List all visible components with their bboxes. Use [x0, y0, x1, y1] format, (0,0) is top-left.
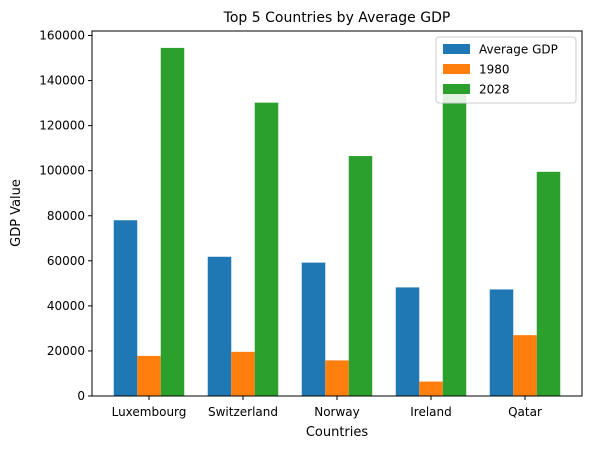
bar-1980-norway — [325, 360, 349, 396]
y-tick-label: 0 — [77, 389, 85, 403]
bar-2028-luxembourg — [160, 47, 185, 397]
bar-average-gdp-qatar — [489, 289, 514, 396]
legend: Average GDP 1980 2028 — [435, 36, 577, 104]
y-tick-label: 160000 — [39, 29, 85, 43]
y-tick-label: 140000 — [39, 74, 85, 88]
x-tick-label: Ireland — [410, 405, 452, 419]
x-axis: Luxembourg Switzerland Norway Ireland Qatar — [112, 396, 542, 419]
y-tick-label: 40000 — [47, 299, 85, 313]
legend-label: 1980 — [479, 63, 510, 77]
x-axis-label: Countries — [306, 425, 369, 440]
bar-average-gdp-norway — [301, 262, 326, 396]
bar-2028-switzerland — [254, 102, 279, 397]
bar-average-gdp-luxembourg — [113, 220, 138, 396]
legend-label: 2028 — [479, 83, 510, 97]
legend-swatch — [443, 44, 470, 54]
y-tick-label: 20000 — [47, 344, 85, 358]
legend-box — [435, 36, 577, 104]
bars-layer — [113, 47, 561, 397]
bar-2028-ireland — [442, 88, 467, 396]
x-tick-label: Luxembourg — [112, 405, 187, 419]
legend-swatch — [443, 64, 470, 74]
x-tick-label: Norway — [314, 405, 360, 419]
chart-title: Top 5 Countries by Average GDP — [223, 10, 451, 26]
bar-1980-luxembourg — [137, 355, 161, 396]
x-tick-label: Qatar — [508, 405, 542, 419]
bar-2028-qatar — [536, 171, 561, 396]
legend-label: Average GDP — [479, 43, 558, 57]
y-tick-label: 80000 — [47, 209, 85, 223]
bar-1980-switzerland — [231, 351, 255, 396]
bar-1980-ireland — [419, 381, 443, 396]
legend-swatch — [443, 84, 470, 94]
bar-average-gdp-switzerland — [207, 256, 232, 396]
y-axis-label: GDP Value — [9, 179, 24, 247]
plot-frame — [91, 30, 583, 397]
y-tick-label: 120000 — [39, 119, 85, 133]
y-tick-label: 100000 — [39, 164, 85, 178]
x-tick-label: Switzerland — [208, 405, 278, 419]
bar-average-gdp-ireland — [395, 287, 420, 396]
bar-2028-norway — [348, 156, 373, 396]
y-axis: 0 20000 40000 60000 80000 100000 120000 140000 1… — [39, 29, 92, 403]
y-tick-label: 60000 — [47, 254, 85, 268]
bar-1980-qatar — [513, 335, 537, 396]
